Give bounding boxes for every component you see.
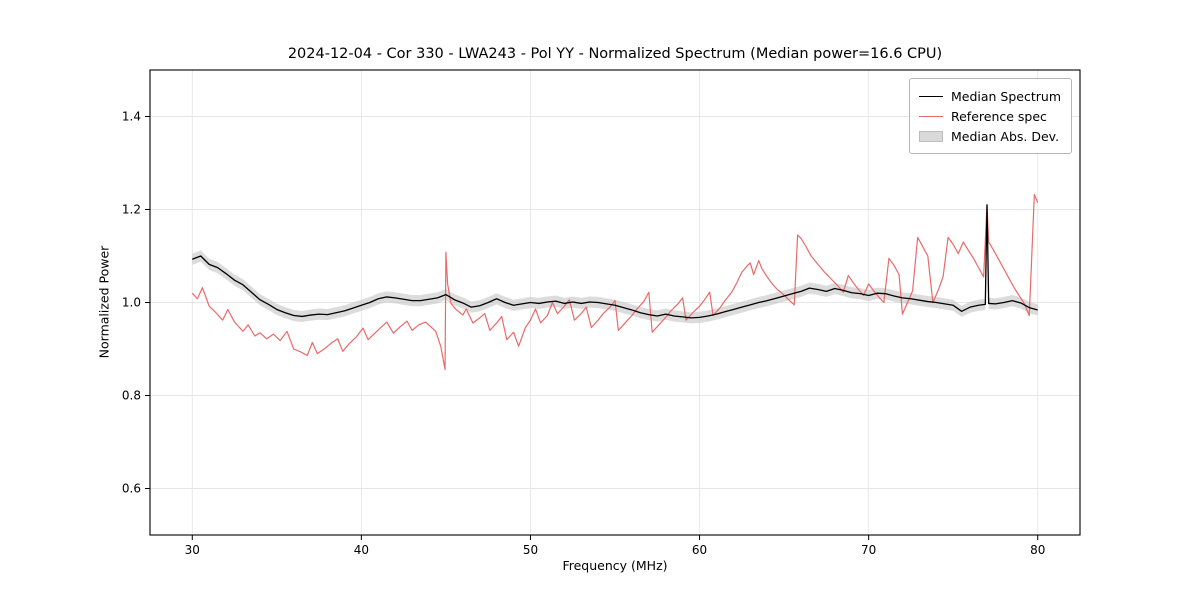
legend-label: Median Spectrum <box>950 88 1061 104</box>
legend-line-swatch <box>918 115 943 117</box>
series-reference-spec <box>191 194 1039 371</box>
y-axis-label: Normalized Power <box>96 245 112 359</box>
legend-line-swatch <box>918 95 943 97</box>
x-tick-label: 80 <box>1030 543 1045 557</box>
mad-band <box>192 199 1038 324</box>
x-tick-label: 40 <box>354 543 369 557</box>
x-tick-label: 30 <box>185 543 200 557</box>
legend-item: Median Spectrum <box>918 86 1061 106</box>
y-tick-label: 0.6 <box>122 482 141 496</box>
x-tick-label: 50 <box>523 543 538 557</box>
legend-item: Reference spec <box>918 106 1061 126</box>
legend-patch-swatch <box>918 130 943 142</box>
y-tick-label: 1.0 <box>122 296 141 310</box>
x-axis-label: Frequency (MHz) <box>562 558 668 573</box>
legend: Median Spectrum Reference spec Median Abs.… <box>908 78 1072 154</box>
legend-label: Reference spec <box>950 108 1047 124</box>
chart-title: 2024-12-04 - Cor 330 - LWA243 - Pol YY -… <box>287 46 943 62</box>
y-tick-label: 0.8 <box>122 389 141 403</box>
x-tick-label: 60 <box>692 543 707 557</box>
y-tick-label: 1.2 <box>122 203 141 217</box>
series-median-spectrum <box>192 204 1038 319</box>
legend-item: Median Abs. Dev. <box>918 126 1061 146</box>
y-tick-label: 1.4 <box>122 110 141 124</box>
legend-label: Median Abs. Dev. <box>950 128 1060 144</box>
x-tick-label: 70 <box>861 543 876 557</box>
